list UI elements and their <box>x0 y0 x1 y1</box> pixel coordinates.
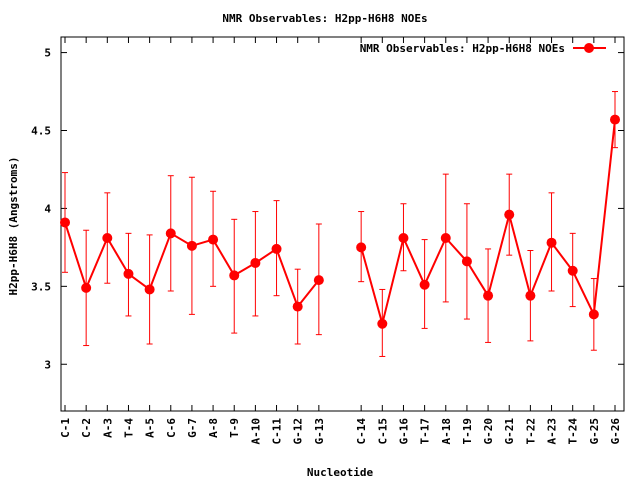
data-point <box>186 240 197 251</box>
data-point <box>81 282 92 293</box>
x-tick-label: A-8 <box>207 418 220 438</box>
data-point <box>419 279 430 290</box>
legend-marker-sample <box>584 43 594 53</box>
y-tick-label: 4 <box>44 202 51 215</box>
x-tick-label: G-26 <box>609 418 622 445</box>
legend: NMR Observables: H2pp-H6H8 NOEs <box>360 42 606 55</box>
data-point <box>504 209 515 220</box>
x-tick-label: T-4 <box>122 418 135 438</box>
data-point <box>313 275 324 286</box>
data-point <box>398 233 409 244</box>
axis-ticks: 3 3.5 4 4.5 5 C-1 C-2 A-3 T-4 A-5 C-6 G-7 A-8 T-9 A-10… <box>31 37 624 445</box>
data-point <box>440 233 451 244</box>
x-tick-label: C-6 <box>165 418 178 438</box>
x-tick-label: A-5 <box>144 418 157 438</box>
data-point <box>588 309 599 320</box>
x-tick-label: A-18 <box>440 418 453 445</box>
x-tick-label: A-3 <box>101 418 114 438</box>
x-tick-label: T-9 <box>228 418 241 438</box>
data-point <box>271 243 282 254</box>
x-tick-label: C-11 <box>271 418 284 445</box>
y-tick-label: 3 <box>44 358 51 371</box>
x-tick-label: G-13 <box>313 418 326 445</box>
data-points <box>60 114 620 329</box>
plot-frame <box>60 36 625 412</box>
x-tick-label: G-12 <box>292 418 305 445</box>
data-point <box>165 228 176 239</box>
x-tick-label: G-16 <box>397 418 410 445</box>
data-point <box>377 318 388 329</box>
x-tick-label: A-10 <box>249 418 262 445</box>
x-tick-label: G-7 <box>186 418 199 438</box>
x-tick-label: A-23 <box>546 418 559 445</box>
error-bars <box>62 91 618 357</box>
x-tick-label: T-19 <box>461 418 474 445</box>
y-tick-label: 4.5 <box>31 125 51 138</box>
data-point <box>610 114 620 125</box>
x-tick-label: T-17 <box>419 418 432 445</box>
x-tick-label: C-14 <box>355 418 368 445</box>
data-point <box>144 284 155 295</box>
y-axis-label: H2pp-H6H8 (Angstroms) <box>7 156 20 295</box>
x-tick-label: C-15 <box>376 418 389 445</box>
data-point <box>208 234 219 245</box>
data-point <box>229 270 240 281</box>
data-point <box>546 237 557 248</box>
chart-title: NMR Observables: H2pp-H6H8 NOEs <box>222 12 427 25</box>
data-point <box>60 217 70 228</box>
x-tick-label: G-20 <box>482 418 495 445</box>
data-point <box>567 265 578 276</box>
data-point <box>250 257 261 268</box>
y-tick-label: 3.5 <box>31 280 51 293</box>
data-point <box>525 290 536 301</box>
x-tick-label: G-21 <box>503 418 516 445</box>
data-point <box>461 256 472 267</box>
data-point <box>102 233 113 244</box>
data-point <box>292 301 303 312</box>
x-axis-label: Nucleotide <box>307 466 374 479</box>
x-tick-label: C-2 <box>80 418 93 438</box>
data-point <box>356 242 367 253</box>
x-tick-label: T-22 <box>524 418 537 445</box>
data-point <box>123 268 134 279</box>
data-point <box>483 290 494 301</box>
x-tick-label: G-25 <box>588 418 601 445</box>
y-tick-label: 5 <box>44 47 51 60</box>
x-tick-label: C-1 <box>59 418 72 438</box>
x-tick-label: T-24 <box>567 418 580 445</box>
legend-label: NMR Observables: H2pp-H6H8 NOEs <box>360 42 565 55</box>
